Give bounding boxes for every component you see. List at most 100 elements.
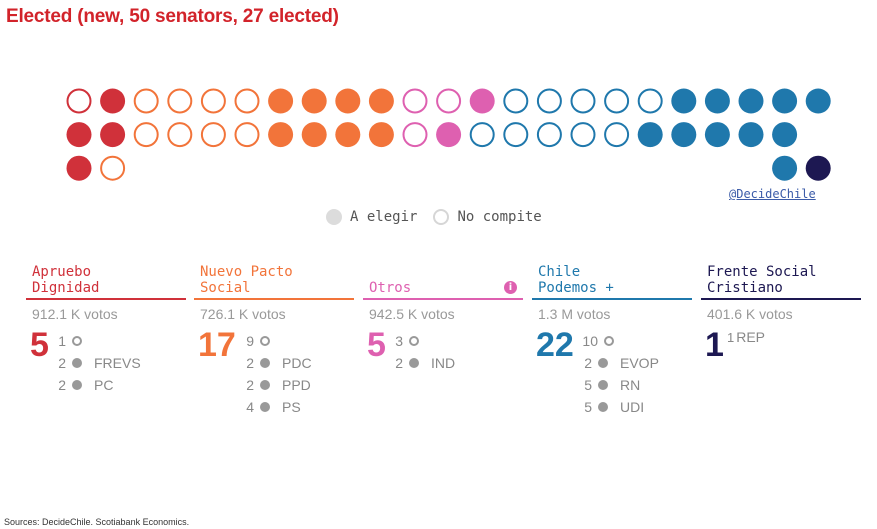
seat-dot [772, 88, 798, 114]
bloc-name: Chile Podemos + [538, 264, 614, 296]
bloc-name: Otros [369, 280, 412, 296]
legend-filled-dot-icon [326, 209, 342, 225]
bloc-votes: 726.1 K votos [200, 306, 286, 322]
breakdown-party: UDI [620, 399, 645, 415]
seat-dot [805, 88, 831, 114]
seat-dot [100, 122, 126, 148]
bloc-total-seats: 22 [536, 326, 574, 364]
breakdown-row: 2 EVOP [578, 352, 659, 374]
seat-dot [268, 88, 294, 114]
seat-dot [637, 122, 663, 148]
seat-dot [368, 88, 394, 114]
hollow-seat-icon [604, 336, 614, 346]
seat-dot [738, 122, 764, 148]
seat-dot [469, 122, 495, 148]
hollow-seat-icon [409, 336, 419, 346]
bloc-header: Otros i [363, 264, 523, 300]
legend-label-to-elect: A elegir [350, 209, 418, 225]
seat-dot [301, 88, 327, 114]
breakdown-count: 2 [58, 377, 66, 393]
seat-dot-chart [66, 88, 831, 181]
seat-dot [772, 155, 798, 181]
bloc-name: Apruebo Dignidad [32, 264, 100, 296]
breakdown-party: PS [282, 399, 301, 415]
chart-title: Elected (new, 50 senators, 27 elected) [6, 6, 339, 27]
bloc-seats: 5 3 2 IND [363, 328, 523, 408]
credit-link[interactable]: @DecideChile [729, 187, 816, 201]
breakdown-party: REP [736, 329, 766, 345]
seat-breakdown: 10 2 EVOP 5 RN 5 UDI [578, 330, 659, 418]
seat-dot [570, 88, 596, 114]
seat-dot [133, 122, 159, 148]
breakdown-count: 2 [246, 355, 254, 371]
breakdown-row: 1 [52, 330, 141, 352]
breakdown-row: 9 [240, 330, 312, 352]
breakdown-count: 1 [727, 329, 735, 345]
legend-item-to-elect: A elegir [326, 209, 417, 225]
bloc-header: Apruebo Dignidad [26, 264, 186, 300]
breakdown-count: 5 [584, 399, 592, 415]
bloc-total-seats: 1 [705, 326, 724, 364]
breakdown-row: 1 REP [727, 326, 765, 348]
bloc-seats: 22 10 2 EVOP 5 RN 5 UDI [532, 326, 692, 415]
seat-dot [200, 88, 226, 114]
bloc-votes: 912.1 K votos [32, 306, 118, 322]
seat-dot [805, 155, 831, 181]
seat-dot [200, 122, 226, 148]
bloc-name: Frente Social Cristiano [707, 264, 817, 296]
bloc-seats: 5 1 2 FREVS 2 PC [26, 328, 186, 408]
hollow-seat-icon [260, 336, 270, 346]
seat-dot [469, 88, 495, 114]
seat-dot [167, 122, 193, 148]
hollow-seat-icon [72, 336, 82, 346]
seat-dot [604, 122, 630, 148]
filled-seat-icon [409, 358, 419, 368]
seat-dot [66, 88, 92, 114]
breakdown-row: 5 RN [578, 374, 659, 396]
seat-dot [604, 88, 630, 114]
seat-dot [100, 155, 126, 181]
seat-dot [637, 88, 663, 114]
seat-dot [402, 122, 428, 148]
bloc-votes: 942.5 K votos [369, 306, 455, 322]
breakdown-row: 2 FREVS [52, 352, 140, 374]
seat-dot [570, 122, 596, 148]
bloc-header: Chile Podemos + [532, 264, 692, 300]
seat-breakdown: 3 2 IND [389, 330, 455, 374]
legend-item-not-running: No compite [433, 209, 542, 225]
filled-seat-icon [598, 358, 608, 368]
seat-breakdown: 1 2 FREVS 2 PC [52, 330, 141, 396]
seat-breakdown: 1 REP [727, 329, 765, 348]
filled-seat-icon [260, 380, 270, 390]
breakdown-count: 3 [395, 333, 403, 349]
seat-dot [704, 88, 730, 114]
seat-dot [234, 88, 260, 114]
breakdown-party: RN [620, 377, 641, 393]
bloc-frente_social: Frente Social Cristiano 401.6 K votos 1 1 RE… [701, 264, 861, 408]
bloc-votes: 1.3 M votos [538, 306, 611, 322]
breakdown-row: 4 PS [240, 396, 312, 418]
seat-dot [234, 122, 260, 148]
breakdown-count: 2 [395, 355, 403, 371]
seat-dot [66, 122, 92, 148]
filled-seat-icon [260, 358, 270, 368]
seat-dot [536, 122, 562, 148]
bloc-name: Nuevo Pacto Social [200, 264, 293, 296]
breakdown-count: 4 [246, 399, 254, 415]
bloc-total-seats: 17 [198, 326, 236, 364]
info-icon[interactable]: i [504, 281, 517, 294]
breakdown-row: 2 PPD [240, 374, 312, 396]
bloc-total-seats: 5 [30, 326, 49, 364]
seat-dot [268, 122, 294, 148]
breakdown-count: 2 [58, 355, 66, 371]
breakdown-party: PPD [282, 377, 311, 393]
breakdown-count: 10 [582, 333, 598, 349]
breakdown-party: IND [431, 355, 456, 371]
seat-dot [368, 122, 394, 148]
breakdown-count: 1 [58, 333, 66, 349]
seat-dot [671, 122, 697, 148]
breakdown-count: 2 [584, 355, 592, 371]
seat-dot [738, 88, 764, 114]
filled-seat-icon [260, 402, 270, 412]
bloc-chile_podemos: Chile Podemos + 1.3 M votos 22 10 2 EVOP 5 RN 5 U… [532, 264, 692, 415]
